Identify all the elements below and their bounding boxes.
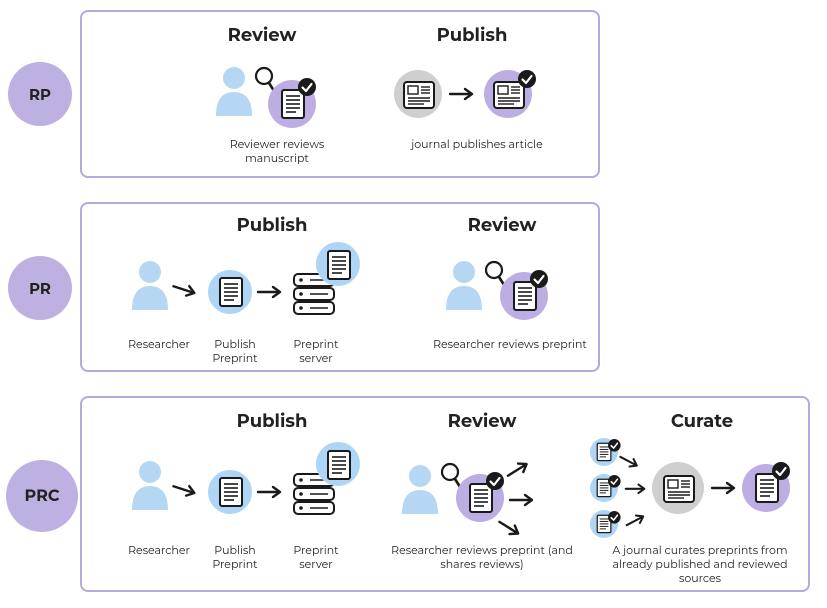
badge-prc: PRC (6, 460, 78, 532)
row-rp: Review Reviewer reviews manuscript Publi… (80, 10, 600, 178)
pr-review-caption: Researcher reviews preprint (430, 338, 590, 352)
rp-publish-graphic (392, 62, 572, 132)
prc-publish-title: Publish (202, 410, 342, 432)
prc-curate-title: Curate (642, 410, 762, 432)
rp-review-title: Review (192, 24, 332, 46)
pr-publish-cap2: Publish Preprint (200, 338, 270, 366)
pr-publish-title: Publish (202, 214, 342, 236)
rp-review-caption: Reviewer reviews manuscript (202, 138, 352, 166)
row-prc: Publish Researcher Publish Preprint Prep… (80, 396, 810, 592)
prc-review-graphic (398, 440, 578, 540)
prc-curate-caption: A journal curates preprints from already… (600, 544, 800, 585)
prc-review-title: Review (412, 410, 552, 432)
pr-publish-cap1: Researcher (122, 338, 196, 352)
prc-review-caption: Researcher reviews preprint (and shares … (382, 544, 582, 572)
row-pr: Publish Researcher Publish Preprint Prep… (80, 202, 600, 372)
prc-curate-graphic (590, 436, 810, 542)
pr-review-title: Review (432, 214, 572, 236)
rp-publish-title: Publish (402, 24, 542, 46)
pr-review-graphic (442, 246, 572, 328)
prc-publish-graphic (122, 440, 402, 532)
pr-publish-graphic (122, 242, 402, 332)
badge-pr: PR (8, 256, 72, 320)
badge-rp: RP (8, 62, 72, 126)
rp-publish-caption: journal publishes article (402, 138, 552, 152)
prc-publish-cap3: Preprint server (278, 544, 354, 572)
rp-review-graphic (212, 54, 332, 134)
prc-publish-cap2: Publish Preprint (200, 544, 270, 572)
pr-publish-cap3: Preprint server (278, 338, 354, 366)
prc-publish-cap1: Researcher (122, 544, 196, 558)
